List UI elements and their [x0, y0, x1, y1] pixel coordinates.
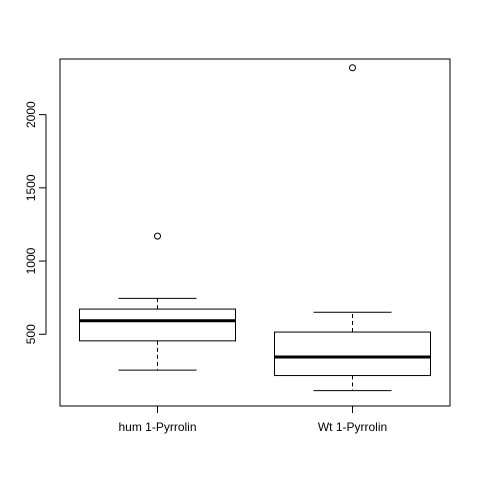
- box-group: [274, 64, 431, 392]
- interquartile-box: [274, 331, 431, 377]
- x-axis: hum 1-Pyrrolin Wt 1-Pyrrolin: [118, 406, 387, 434]
- outlier-point: [349, 64, 356, 72]
- box-group: [79, 232, 236, 371]
- x-tick-label: Wt 1-Pyrrolin: [318, 420, 387, 434]
- y-tick-label: 1000: [24, 247, 38, 274]
- y-tick-label: 2000: [24, 101, 38, 128]
- boxes-layer: [79, 64, 431, 392]
- y-axis: 500 1000 1500 2000: [24, 101, 47, 344]
- outlier-point: [154, 232, 161, 240]
- x-tick-label: hum 1-Pyrrolin: [118, 420, 196, 434]
- plot-frame: [59, 58, 451, 407]
- y-tick-label: 500: [24, 324, 38, 344]
- y-tick-label: 1500: [24, 174, 38, 201]
- plot-frame-layer: [59, 58, 451, 407]
- interquartile-box: [79, 308, 236, 342]
